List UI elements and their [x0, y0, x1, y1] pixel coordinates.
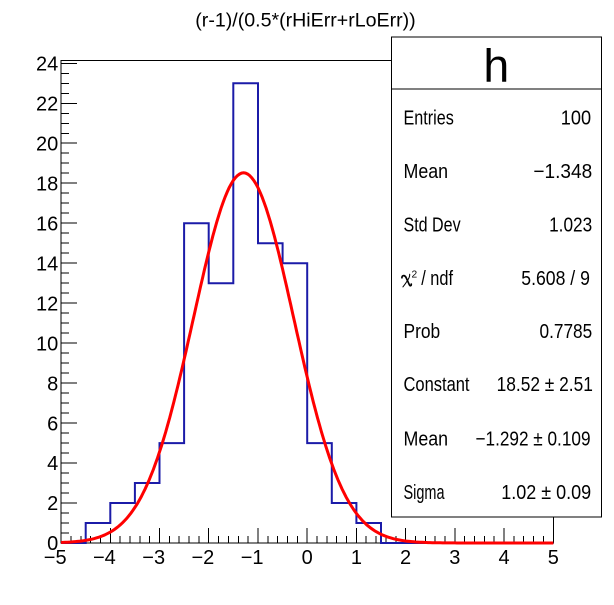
svg-text:2: 2: [412, 269, 418, 280]
svg-text:0: 0: [47, 533, 58, 555]
svg-text:22: 22: [36, 94, 58, 116]
svg-text:12: 12: [36, 293, 58, 315]
svg-text:−1.348: −1.348: [533, 161, 592, 183]
svg-text:5: 5: [548, 547, 559, 569]
svg-text:Prob: Prob: [404, 321, 441, 343]
svg-text:0.7785: 0.7785: [540, 321, 593, 343]
svg-text:18: 18: [36, 173, 58, 195]
svg-text:100: 100: [561, 107, 591, 129]
svg-text:−4: −4: [93, 547, 116, 569]
svg-text:/ ndf: / ndf: [421, 268, 453, 290]
svg-text:1: 1: [351, 547, 362, 569]
svg-text:Mean: Mean: [404, 161, 449, 183]
svg-text:18.52 ± 2.51: 18.52 ± 2.51: [497, 374, 593, 396]
svg-text:6: 6: [47, 413, 58, 435]
svg-text:−5: −5: [44, 547, 67, 569]
svg-text:Entries: Entries: [404, 107, 454, 129]
svg-text:10: 10: [36, 333, 58, 355]
svg-text:−1: −1: [241, 547, 264, 569]
svg-text:Std Dev: Std Dev: [404, 215, 461, 237]
svg-text:−1.292 ± 0.109: −1.292 ± 0.109: [476, 429, 591, 451]
svg-text:(r-1)/(0.5*(rHiErr+rLoErr)): (r-1)/(0.5*(rHiErr+rLoErr)): [195, 9, 415, 31]
svg-text:−2: −2: [191, 547, 214, 569]
svg-text:4: 4: [47, 453, 58, 475]
svg-text:1.023: 1.023: [549, 215, 592, 237]
svg-text:0: 0: [302, 547, 313, 569]
svg-text:2: 2: [400, 547, 411, 569]
svg-text:Sigma: Sigma: [404, 482, 446, 504]
svg-text:3: 3: [449, 547, 460, 569]
svg-text:Constant: Constant: [404, 374, 470, 396]
svg-text:24: 24: [36, 54, 58, 76]
svg-text:14: 14: [36, 253, 58, 275]
svg-text:−3: −3: [142, 547, 165, 569]
svg-text:h: h: [483, 39, 509, 91]
svg-text:Mean: Mean: [404, 429, 449, 451]
svg-text:1.02 ± 0.09: 1.02 ± 0.09: [501, 482, 591, 504]
svg-text:5.608 / 9: 5.608 / 9: [521, 268, 590, 290]
svg-text:16: 16: [36, 213, 58, 235]
svg-text:4: 4: [499, 547, 510, 569]
svg-text:8: 8: [47, 373, 58, 395]
svg-text:20: 20: [36, 133, 58, 155]
svg-text:2: 2: [47, 493, 58, 515]
